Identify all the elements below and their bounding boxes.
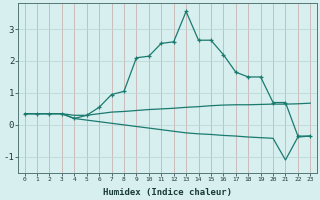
X-axis label: Humidex (Indice chaleur): Humidex (Indice chaleur) (103, 188, 232, 197)
